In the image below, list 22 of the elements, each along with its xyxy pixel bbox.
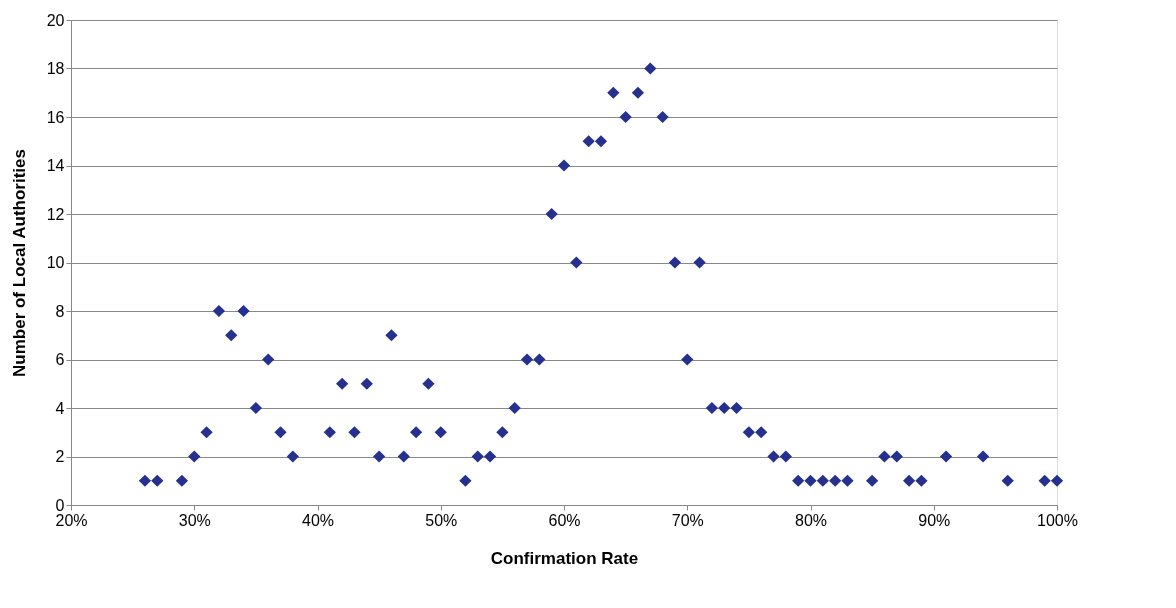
y-tick-label: 10 bbox=[46, 254, 65, 271]
y-tick-label: 8 bbox=[55, 302, 65, 320]
x-axis-title: Confirmation Rate bbox=[490, 548, 639, 568]
x-tick-label: 80% bbox=[794, 511, 828, 529]
y-axis-title: Number of Local Authorities bbox=[9, 149, 29, 377]
x-tick-label: 70% bbox=[671, 511, 704, 529]
y-tick-label: 0 bbox=[55, 496, 65, 514]
x-tick-label: 20% bbox=[55, 511, 88, 529]
y-tick-label: 16 bbox=[46, 108, 65, 126]
y-tick-label: 18 bbox=[46, 60, 65, 77]
x-tick-label: 90% bbox=[918, 511, 951, 529]
y-tick-label: 14 bbox=[46, 157, 65, 174]
x-tick-label: 40% bbox=[301, 511, 335, 529]
y-tick-label: 12 bbox=[46, 205, 65, 223]
y-tick-label: 2 bbox=[55, 448, 65, 465]
x-tick-label: 30% bbox=[178, 511, 211, 529]
x-tick-label: 100% bbox=[1037, 511, 1078, 529]
x-tick-label: 60% bbox=[548, 511, 581, 529]
x-tick-label: 50% bbox=[425, 511, 458, 529]
y-tick-label: 20 bbox=[46, 11, 65, 29]
y-tick-label: 4 bbox=[55, 399, 65, 417]
y-tick-label: 6 bbox=[55, 351, 65, 368]
